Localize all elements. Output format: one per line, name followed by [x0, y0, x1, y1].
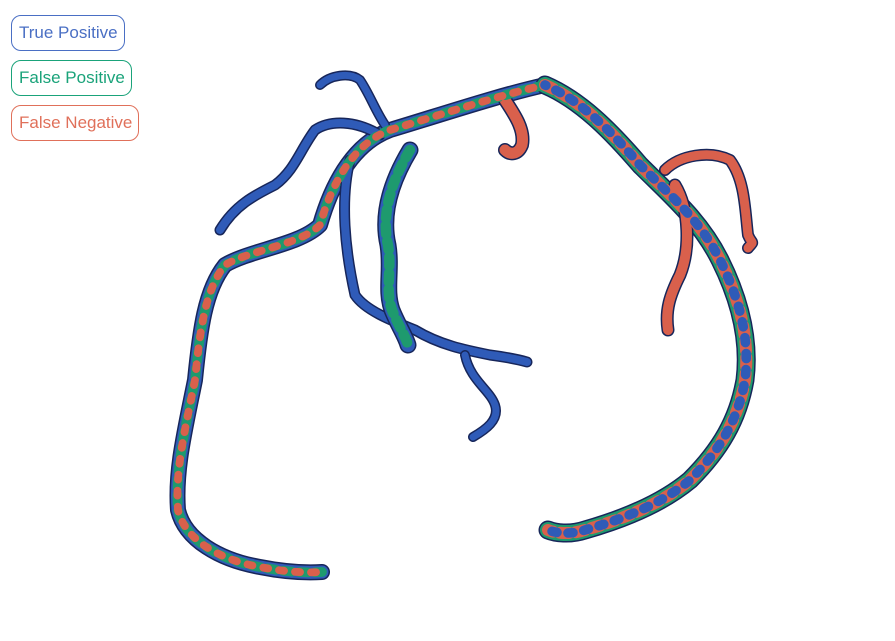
legend: True Positive False Positive False Negat… [11, 15, 140, 141]
vessel-middle-branch [340, 156, 531, 366]
legend-item-false-positive[interactable]: False Positive [11, 60, 132, 96]
vessel-upper-clump [499, 94, 529, 159]
vessel-middle-branch-edge [339, 154, 533, 368]
legend-label-true-positive: True Positive [19, 23, 118, 42]
legend-label-false-positive: False Positive [19, 68, 125, 87]
legend-item-false-negative[interactable]: False Negative [11, 105, 140, 141]
vessel-left-upper-branch-edge [214, 117, 386, 236]
vessel-right-loop [660, 150, 757, 253]
legend-item-true-positive[interactable]: True Positive [11, 15, 125, 51]
vessel-central-branch-layer-1 [380, 144, 416, 351]
vessel-lower-branch [461, 351, 500, 441]
vessel-left-descending-edge [169, 77, 553, 581]
vessel-left-descending-layer-2 [173, 81, 549, 577]
vessel-top-hook [316, 71, 389, 129]
vessel-left-upper-branch [216, 119, 384, 234]
legend-label-false-negative: False Negative [19, 113, 133, 132]
vessel-right-arc-layer-2 [540, 80, 752, 538]
vessel-tree [169, 70, 759, 581]
